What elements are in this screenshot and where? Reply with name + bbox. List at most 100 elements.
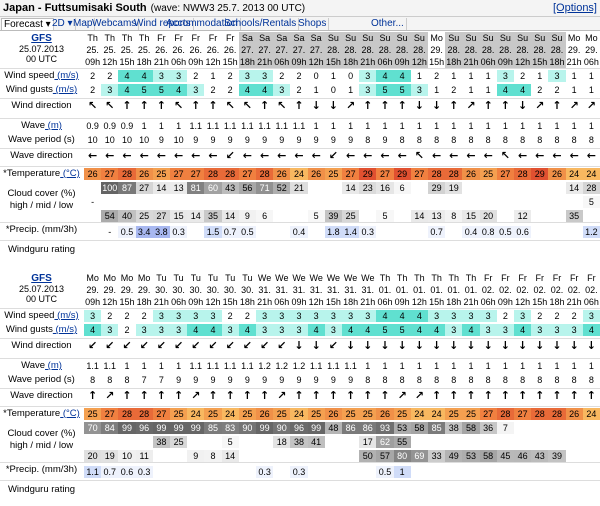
- wind-gusts-cell: 4: [582, 324, 600, 336]
- model-link[interactable]: GFS: [31, 33, 52, 44]
- cloud-cell: [480, 436, 497, 448]
- wind-direction-cell: ↖: [273, 100, 290, 116]
- date-cell: 01.: [410, 284, 428, 296]
- precip-label: *Precip. (mm/3h): [0, 464, 83, 476]
- wind-arrow-icon: ↖: [173, 100, 184, 112]
- cloud-cell: 23: [359, 182, 377, 194]
- day-cell: Fr: [221, 32, 239, 44]
- unit-link[interactable]: (°C): [60, 168, 80, 179]
- temperature-cell: 24: [582, 408, 600, 420]
- cloud-cell: 25: [135, 210, 153, 222]
- hour-cell: 09h: [187, 56, 205, 68]
- windguru-rating-label: Windguru rating: [0, 244, 83, 256]
- cloud-levels-text: high / mid / low: [9, 440, 74, 451]
- temperature-cell: 27: [187, 168, 205, 180]
- cloud-cell: [239, 196, 256, 208]
- unit-link[interactable]: (m/s): [54, 70, 79, 81]
- cloud-cell: [480, 182, 497, 194]
- wave-direction-cell: ↖: [497, 150, 514, 164]
- tab-map[interactable]: Map: [71, 18, 96, 30]
- unit-link[interactable]: (m): [45, 360, 62, 371]
- hour-cell: 09h: [393, 56, 411, 68]
- tab-other[interactable]: Other...: [369, 18, 407, 30]
- wave-direction-cell: ↗: [187, 390, 204, 404]
- cloud-cell: -: [91, 197, 95, 207]
- options-link[interactable]: [Options]: [552, 2, 597, 14]
- unit-link[interactable]: (m/s): [52, 84, 78, 95]
- hour-cell: 09h: [496, 296, 514, 308]
- unit-link[interactable]: (°C): [60, 408, 80, 419]
- wind-direction-cell: ↓: [290, 340, 307, 356]
- cloud-cell: 81: [187, 182, 205, 194]
- wind-speed-cell: 2: [221, 310, 239, 322]
- wind-arrow-icon: ↑: [483, 100, 493, 112]
- wind-speed-cell: 3: [462, 310, 480, 322]
- day-cell: Fr: [204, 32, 222, 44]
- date-cell: 29.: [84, 284, 102, 296]
- date-cell: 30.: [221, 284, 239, 296]
- tab-2d[interactable]: 2D ▾: [50, 18, 76, 30]
- wind-speed-cell: 3: [307, 310, 325, 322]
- cloud-cell: [531, 210, 548, 222]
- precip-cell: 1.5: [204, 226, 222, 238]
- wind-gusts-cell: 2: [548, 84, 566, 96]
- temperature-cell: 24: [221, 408, 239, 420]
- unit-link[interactable]: (m/s): [52, 324, 78, 335]
- hour-cell: 06h: [273, 296, 291, 308]
- wind-speed-cell: 2: [84, 70, 102, 82]
- wave-period-cell: 8: [485, 135, 491, 145]
- wind-speed-label-text: Wind speed: [4, 70, 55, 81]
- date-cell: 28.: [445, 44, 463, 56]
- tab-shops[interactable]: Shops: [296, 18, 330, 30]
- day-cell: Su: [342, 32, 360, 44]
- temperature-label: *Temperature (°C): [0, 168, 83, 180]
- wave-cell: 1: [588, 121, 594, 131]
- hour-cell: 18h: [238, 296, 256, 308]
- unit-link[interactable]: (m): [45, 120, 62, 131]
- wind-arrow-icon: ↑: [122, 100, 132, 112]
- date-cell: 30.: [238, 284, 256, 296]
- date-cell: 29.: [135, 284, 153, 296]
- day-cell: Fr: [187, 32, 205, 44]
- tab-schools-rentals[interactable]: Schools/Rentals: [222, 18, 300, 30]
- hour-cell: 09h: [84, 56, 102, 68]
- date-cell: 28.: [324, 44, 342, 56]
- tab-wind-reports[interactable]: Wind reports: [132, 18, 194, 30]
- wind-direction-cell: ↓: [480, 340, 497, 356]
- wave-period-cell: 9: [158, 135, 164, 145]
- temperature-cell: 26: [565, 408, 583, 420]
- wave-cell: 1.1: [327, 361, 340, 371]
- tab-forecast[interactable]: Forecast ▾: [1, 18, 54, 30]
- wave-cell: 1: [158, 361, 164, 371]
- temperature-cell: 28: [118, 408, 136, 420]
- wind-arrow-icon: ↖: [105, 100, 115, 112]
- date-cell: 28.: [531, 44, 549, 56]
- wind-direction-cell: ↙: [187, 340, 204, 356]
- wind-direction-cell: ↓: [462, 340, 479, 356]
- hour-cell: 09h: [290, 56, 308, 68]
- wind-arrow-icon: ↑: [259, 100, 270, 112]
- wind-gusts-cell: 3: [445, 324, 463, 336]
- date-cell: 30.: [204, 284, 222, 296]
- wave-arrow-icon: ↑: [363, 390, 373, 402]
- tab-accommodation[interactable]: Accommodation: [164, 18, 241, 30]
- cloud-cover-label: Cloud cover (%) high / mid / low: [0, 428, 83, 454]
- date-cell: 02.: [565, 284, 583, 296]
- day-cell: Tu: [238, 272, 256, 284]
- precip-cell: -: [108, 227, 112, 237]
- hour-cell: 18h: [548, 56, 566, 68]
- temperature-cell: 25: [462, 408, 480, 420]
- wave-period-cell: 9: [227, 375, 233, 385]
- day-cell: Th: [84, 32, 102, 44]
- cloud-cell: 99: [118, 422, 136, 434]
- wind-gusts-cell: 2: [290, 84, 308, 96]
- model-link[interactable]: GFS: [31, 273, 52, 284]
- wind-arrow-icon: ↓: [380, 340, 390, 352]
- tab-webcams[interactable]: Webcams: [90, 18, 140, 30]
- cloud-cell: 53: [462, 450, 480, 462]
- wind-speed-cell: 3: [84, 310, 102, 322]
- wave-period-cell: 8: [382, 375, 388, 385]
- unit-link[interactable]: (m/s): [54, 310, 79, 321]
- wave-cell: 1: [502, 361, 508, 371]
- precip-label-text: *Precip. (mm/3h): [5, 464, 78, 475]
